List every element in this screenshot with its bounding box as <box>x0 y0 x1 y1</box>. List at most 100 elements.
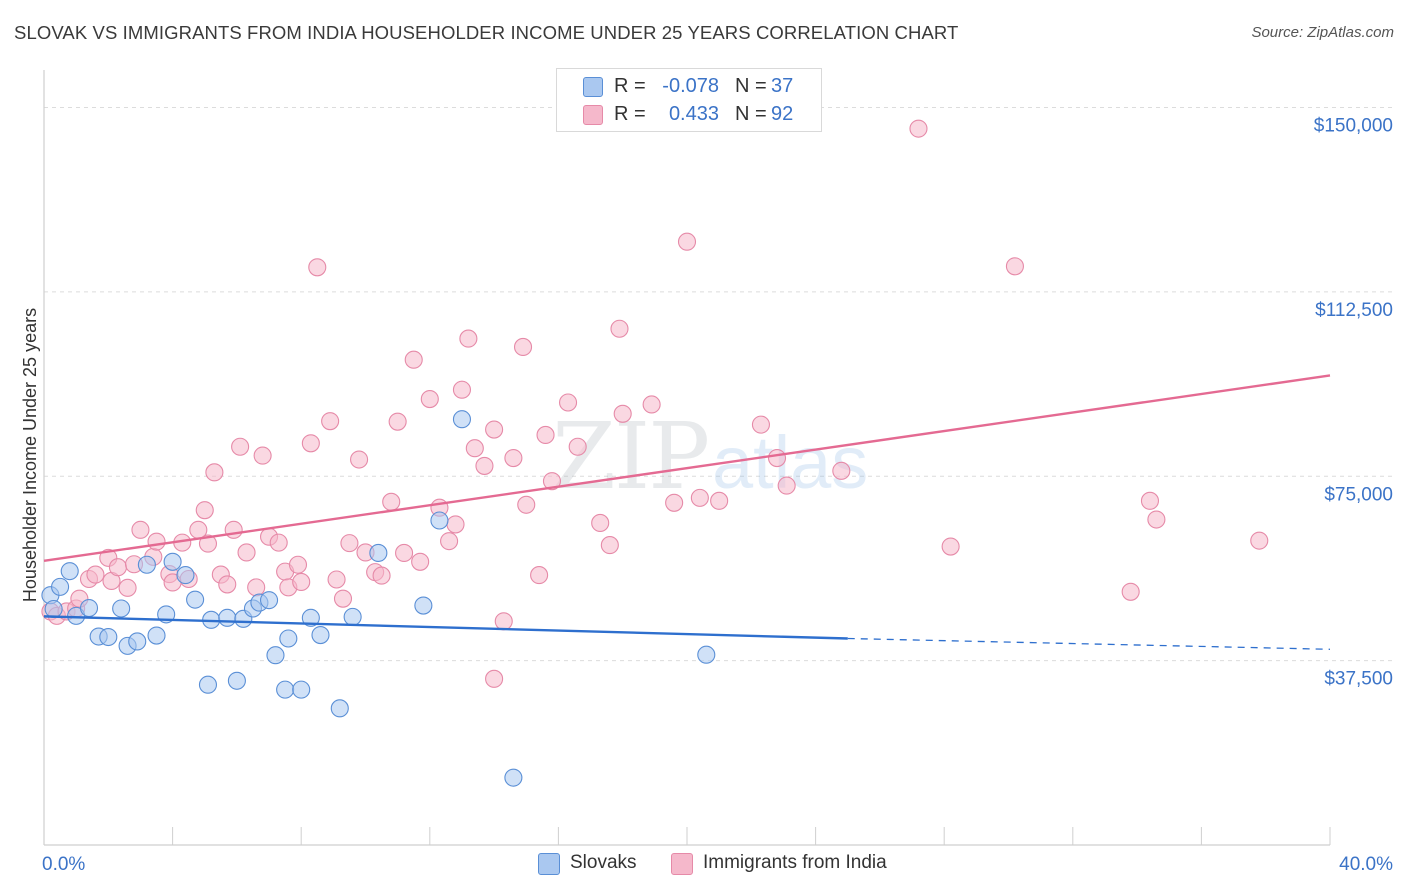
india-point <box>198 534 218 553</box>
india-point <box>568 437 587 456</box>
india-point <box>542 472 562 491</box>
india-point <box>465 439 484 458</box>
india-point <box>504 449 523 468</box>
india-point <box>224 520 243 539</box>
india-point <box>517 495 536 514</box>
india-point <box>452 380 472 399</box>
india-point <box>751 415 770 434</box>
n-value: 37 <box>771 75 794 97</box>
slovak-point <box>276 680 295 699</box>
india-point <box>350 450 369 469</box>
india-point <box>536 425 555 445</box>
legend-row-slovaks: R = -0.078 N = 37 <box>557 73 821 101</box>
india-point <box>610 319 629 338</box>
india-point <box>558 393 578 412</box>
stats-legend: R = -0.078 N = 37 R = 0.433 N = 92 <box>556 68 822 132</box>
y-tick-labels: $37,500 $75,000 $112,500 $150,000 <box>1314 116 1393 690</box>
slovak-point <box>279 629 298 648</box>
x-tick-label: 40.0% <box>1339 854 1393 875</box>
india-point <box>404 350 423 369</box>
india-point <box>118 578 137 597</box>
y-axis-label: Householder Income Under 25 years <box>20 308 40 602</box>
india-point <box>269 533 288 552</box>
slovak-point <box>266 646 285 665</box>
axes <box>43 70 1331 846</box>
y-tick-label: $150,000 <box>1314 116 1393 137</box>
slovak-point <box>44 599 63 619</box>
r-label: R = <box>614 75 646 97</box>
india-point <box>333 589 353 608</box>
india-point <box>941 537 960 556</box>
india-point <box>767 449 787 468</box>
chart-title: SLOVAK VS IMMIGRANTS FROM INDIA HOUSEHOL… <box>14 22 959 43</box>
india-point <box>147 532 166 551</box>
slovak-point <box>697 645 716 664</box>
india-point <box>1005 257 1024 276</box>
watermark: ZIP atlas <box>552 403 868 510</box>
india-point <box>86 565 105 584</box>
slovak-point <box>227 671 246 690</box>
legend-swatch-slovaks <box>583 77 603 97</box>
india-point <box>494 612 513 631</box>
slovak-point <box>452 410 472 429</box>
india-point <box>253 446 272 465</box>
india-point <box>677 232 697 251</box>
r-value: 0.433 <box>668 103 719 125</box>
india-point <box>485 669 504 688</box>
india-point <box>340 534 359 553</box>
slovak-point <box>369 543 388 563</box>
slovak-point <box>301 608 320 627</box>
slovak-point <box>343 607 362 626</box>
india-point <box>301 434 320 453</box>
india-point <box>131 520 150 539</box>
india-point <box>909 119 928 138</box>
india-point <box>710 491 729 510</box>
slovak-point <box>198 675 218 694</box>
n-value: 92 <box>771 103 794 125</box>
slovak-point <box>292 680 311 699</box>
legend-row-india: R = 0.433 N = 92 <box>557 101 821 129</box>
india-point <box>420 390 439 409</box>
x-tick-labels: 0.0% 40.0% <box>42 854 1393 875</box>
slovak-point <box>176 566 195 585</box>
india-point <box>513 337 533 356</box>
india-point <box>1250 531 1269 550</box>
source-label: Source: ZipAtlas.com <box>1251 24 1394 41</box>
india-point <box>475 456 494 475</box>
slovak-point <box>99 627 118 647</box>
india-point <box>108 558 127 577</box>
india-point <box>321 412 340 431</box>
gridlines <box>44 107 1392 662</box>
india-point <box>1147 510 1166 529</box>
india-point <box>292 572 311 592</box>
india-point <box>832 461 851 480</box>
y-tick-label: $37,500 <box>1324 669 1393 690</box>
slovak-point <box>430 511 449 530</box>
y-tick-label: $75,000 <box>1324 484 1393 505</box>
legend-swatch-india <box>583 105 603 125</box>
n-label: N = <box>735 103 767 125</box>
india-point <box>247 578 266 597</box>
india-point <box>327 570 346 589</box>
slovak-point <box>330 699 349 718</box>
n-label: N = <box>735 75 767 97</box>
india-point <box>459 329 478 348</box>
slovak-point <box>311 626 330 645</box>
y-tick-label: $112,500 <box>1315 300 1393 321</box>
slovak-trend-line <box>43 615 848 640</box>
india-point <box>600 536 619 555</box>
slovak-point <box>60 562 79 581</box>
x-tick-label: 0.0% <box>42 854 85 875</box>
legend-swatch-india <box>671 853 693 875</box>
legend-label-slovaks: Slovaks <box>570 852 637 873</box>
india-point <box>485 420 504 439</box>
india-point <box>195 501 214 520</box>
slovak-point <box>137 555 156 574</box>
india-point <box>218 575 237 594</box>
trend-lines <box>43 374 1331 650</box>
india-point <box>690 488 709 507</box>
india-point <box>1140 491 1160 510</box>
legend-label-india: Immigrants from India <box>703 852 887 873</box>
india-point <box>411 552 430 571</box>
